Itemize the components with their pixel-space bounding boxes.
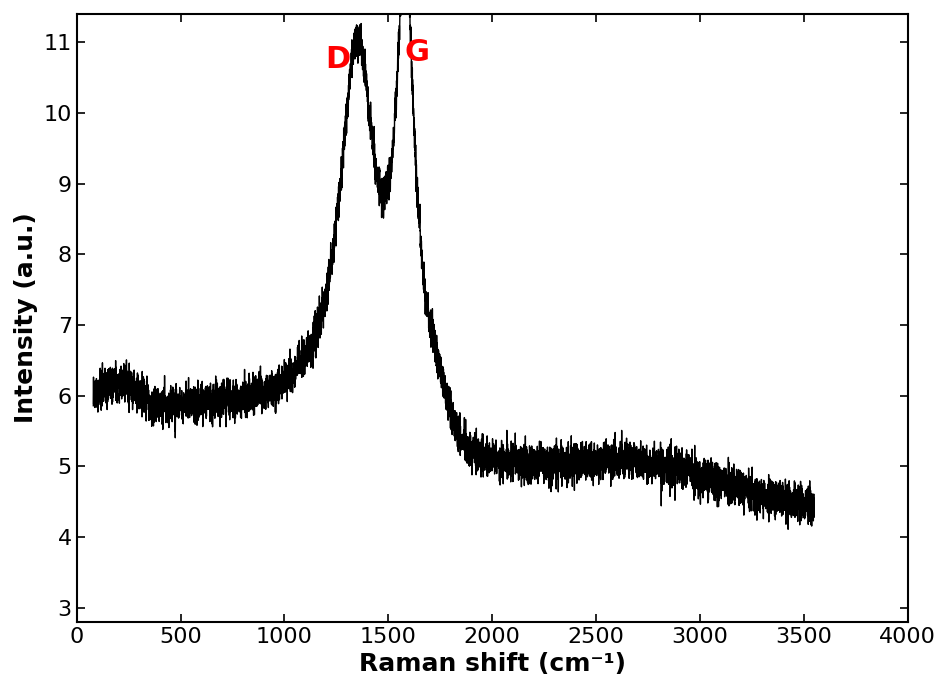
Text: G: G [405,38,430,67]
Y-axis label: Intensity (a.u.): Intensity (a.u.) [14,213,38,423]
Text: D: D [325,45,350,74]
X-axis label: Raman shift (cm⁻¹): Raman shift (cm⁻¹) [359,652,626,676]
